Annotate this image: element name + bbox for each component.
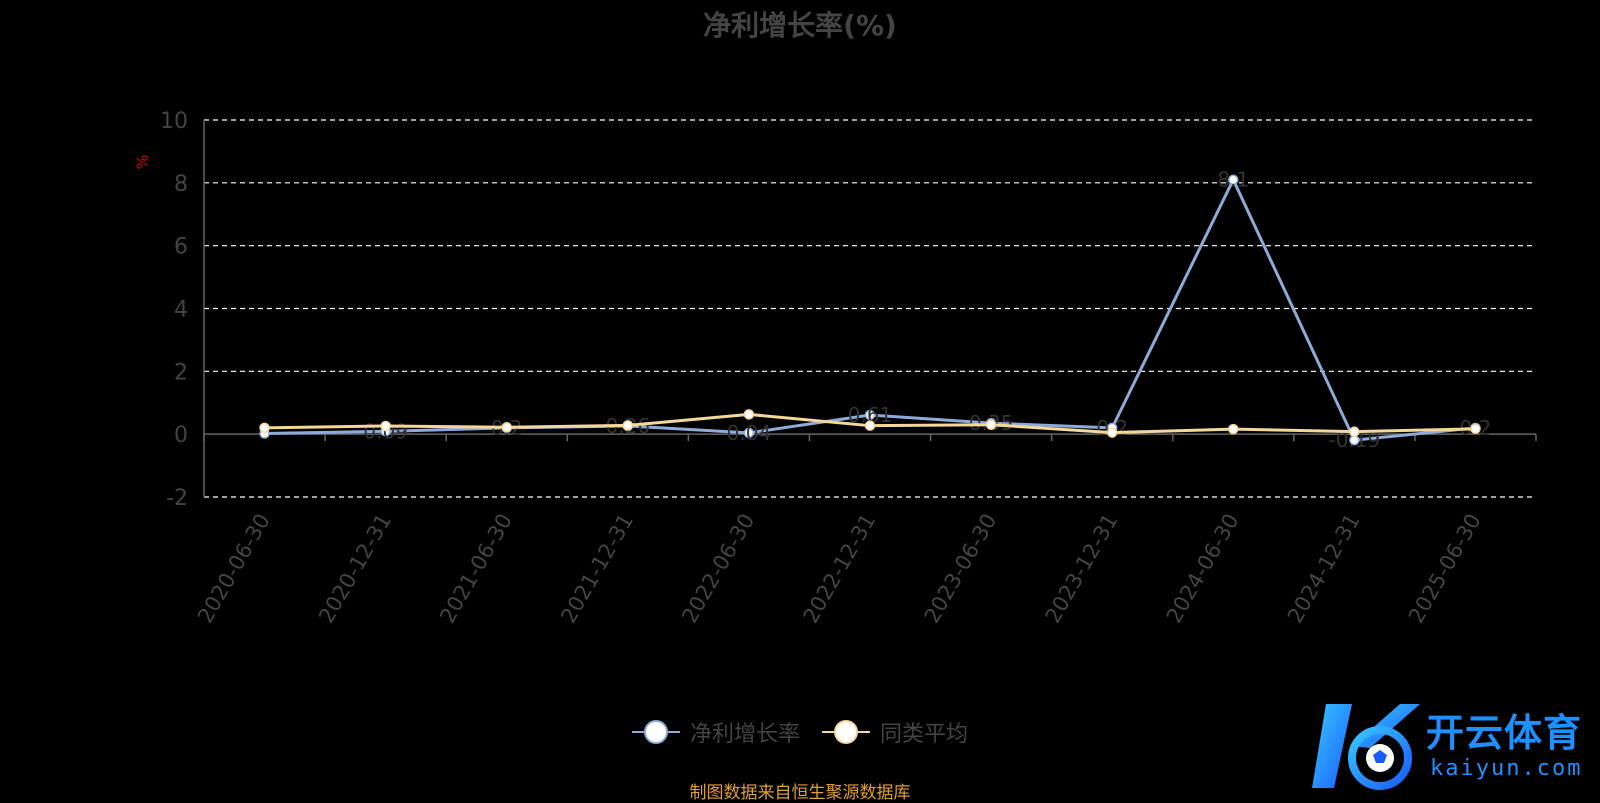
y-tick-label: -2 <box>166 486 188 511</box>
data-point <box>1349 426 1360 437</box>
series-line-1 <box>264 178 1476 442</box>
y-axis-label: % <box>133 154 152 169</box>
data-label: 8.1 <box>1217 168 1249 192</box>
y-tick-label: 2 <box>174 360 188 385</box>
data-point <box>864 409 876 421</box>
data-point <box>864 420 876 431</box>
x-tick-label: 2022-12-31 <box>799 510 881 628</box>
data-point <box>985 419 997 430</box>
data-label: 0.04 <box>727 421 772 445</box>
data-point <box>259 422 270 434</box>
x-tick-label: 2023-06-30 <box>920 510 1002 628</box>
chart-legend: 净利增长率 同类平均 <box>0 716 1600 748</box>
y-tick-label: 10 <box>160 109 188 134</box>
legend-swatch-series-2 <box>822 718 870 746</box>
source-note: 制图数据来自恒生聚源数据库 <box>689 783 911 803</box>
x-tick-label: 2020-12-31 <box>314 510 396 628</box>
x-tick-label: 2024-12-31 <box>1283 510 1365 628</box>
x-tick-label: 2021-12-31 <box>556 510 638 628</box>
legend-label-series-2: 同类平均 <box>880 722 969 747</box>
x-tick-label: 2021-06-30 <box>435 510 517 628</box>
x-tick-label: 2023-12-31 <box>1041 510 1123 628</box>
x-tick-label: 2024-06-30 <box>1162 510 1244 628</box>
line-chart: 10 8 6 4 2 0 -2% 2020-06-30 2020-12-31 2021-06-30… <box>133 109 1537 628</box>
legend-item-series-2[interactable]: 同类平均 <box>822 716 968 748</box>
data-point <box>743 409 755 420</box>
legend-label-series-1: 净利增长率 <box>689 722 800 747</box>
data-point <box>1228 174 1239 185</box>
watermark-cn: 开云体育 <box>1426 711 1583 755</box>
data-point <box>622 420 634 431</box>
chart-title: 净利增长率(%) <box>703 9 897 42</box>
legend-swatch-series-1 <box>631 718 680 746</box>
y-tick-label: 4 <box>174 298 188 323</box>
data-point <box>501 422 512 433</box>
x-tick-label: 2022-06-30 <box>677 510 759 628</box>
y-tick-label: 6 <box>174 235 188 260</box>
y-tick-label: 0 <box>174 423 188 448</box>
y-tick-label: 8 <box>174 172 188 197</box>
legend-item-series-1[interactable]: 净利增长率 <box>631 716 800 748</box>
kaiyun-logo-icon <box>1312 704 1420 790</box>
data-point <box>1228 423 1239 435</box>
data-point <box>1106 427 1118 438</box>
x-tick-label: 2025-06-30 <box>1404 510 1486 628</box>
data-point <box>1470 423 1481 435</box>
watermark: 开云体育 kaiyun.com <box>1312 696 1596 796</box>
data-point <box>380 420 391 432</box>
x-tick-label: 2020-06-30 <box>193 510 275 628</box>
data-point <box>743 427 755 439</box>
watermark-en: kaiyun.com <box>1430 756 1583 781</box>
